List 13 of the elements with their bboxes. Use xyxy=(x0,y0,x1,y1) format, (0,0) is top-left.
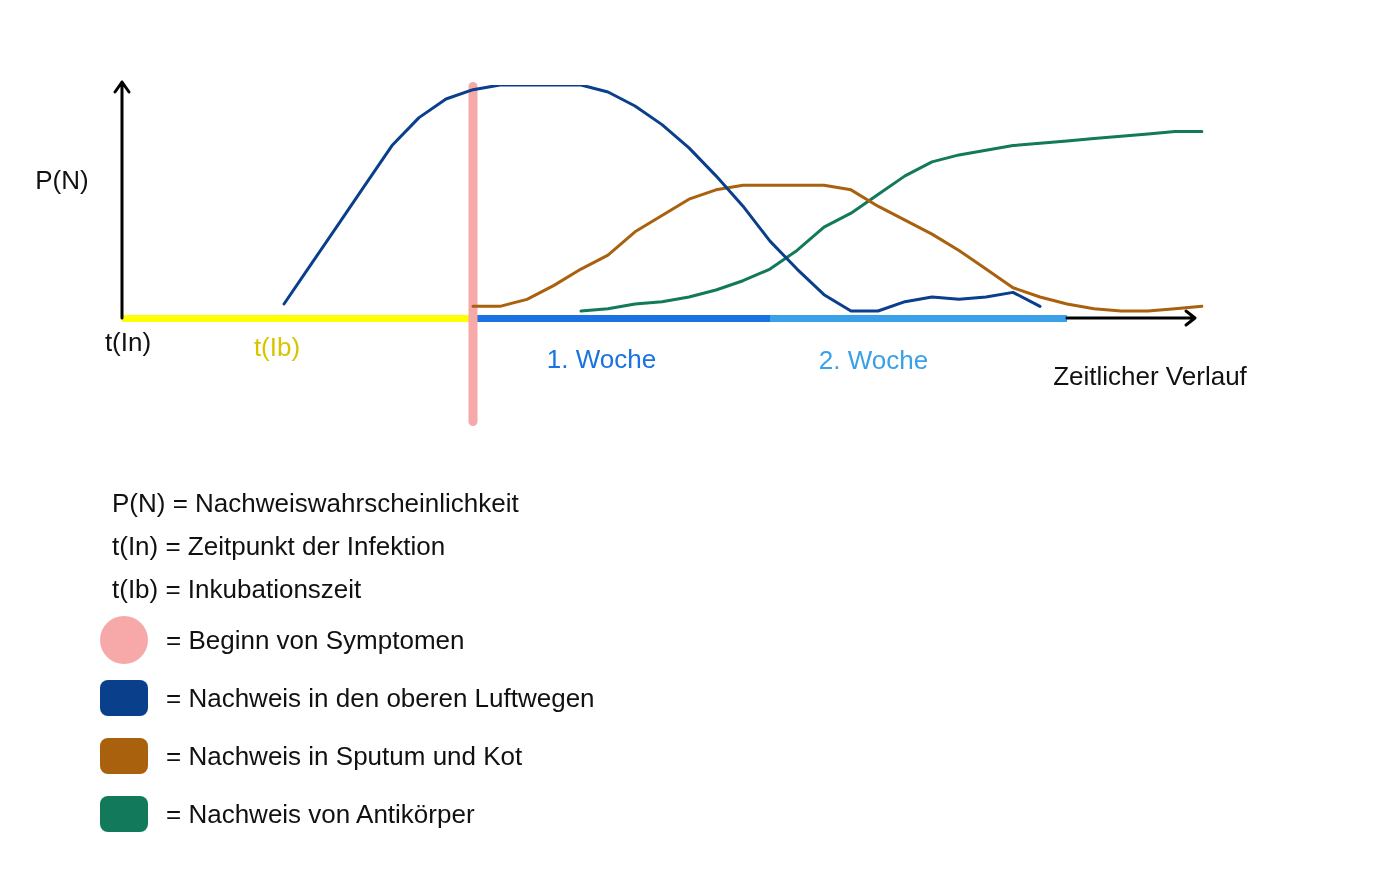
text: t(Ib) = Inkubationszeit xyxy=(111,573,363,606)
text: 2. Woche xyxy=(818,344,929,376)
legend-label: = Nachweis in den oberen Luftwegen xyxy=(166,682,595,714)
legend-label: = Nachweis von Antikörper xyxy=(166,798,475,830)
text: t(Ib) xyxy=(253,331,301,363)
text: = Beginn von Symptomen xyxy=(166,624,465,656)
x-axis-title: Zeitlicher Verlauf xyxy=(1053,360,1247,392)
text: P(N) = Nachweiswahrscheinlichkeit xyxy=(111,487,520,520)
y-axis-title: P(N) xyxy=(35,164,89,196)
text: t(In) xyxy=(104,326,152,358)
text: t(In) = Zeitpunkt der Infektion xyxy=(111,530,447,563)
legend-label: = Nachweis in Sputum und Kot xyxy=(166,740,523,772)
text: 1. Woche xyxy=(546,343,657,375)
